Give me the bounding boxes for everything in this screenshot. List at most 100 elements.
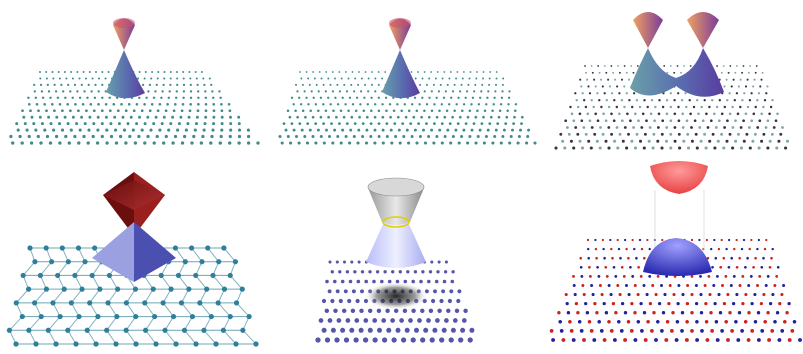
lattice-atom [167,96,171,100]
lattice-atom [716,65,719,67]
lattice-atom [449,71,452,73]
lattice-atom [686,284,690,287]
lattice-atom [350,83,353,86]
lattice-atom [397,128,401,132]
lattice-atom [735,92,739,95]
lattice-atom [330,327,336,333]
lattice-atom [488,83,491,86]
lattice-atom [166,103,169,106]
lattice-atom [410,71,413,73]
lattice-atom [385,122,389,125]
lattice-atom [330,298,335,304]
lattice-atom [625,146,629,150]
lattice-atom [137,77,140,80]
lattice-atom [725,247,728,251]
lattice-atom [602,338,607,342]
lattice-atom [711,265,714,269]
lattice-atom [180,109,184,113]
lattice-atom [363,83,367,86]
lattice-atom [421,77,424,80]
lattice-atom [627,292,631,297]
lattice-atom [123,300,130,306]
lattice-atom [616,85,619,88]
lattice-atom [626,112,629,116]
lattice-atom [665,99,669,102]
lattice-atom [701,119,705,123]
lattice-atom [148,83,152,87]
lattice-atom [582,292,586,297]
lattice-atom [75,122,79,126]
lattice-atom [628,99,631,102]
lattice-atom [364,279,369,284]
lattice-atom [349,327,355,333]
lattice-atom [132,109,136,113]
lattice-atom [354,77,357,80]
lattice-atom [607,146,611,150]
lattice-atom [636,292,640,297]
lattice-atom [360,90,363,93]
lattice-atom [334,96,337,99]
lattice-atom [348,141,352,145]
lattice-atom [489,115,493,119]
lattice-atom [26,327,32,333]
lattice-atom [68,300,74,306]
lattice-atom [399,318,404,323]
lattice-atom [76,90,79,93]
lattice-atom [435,135,439,138]
lattice-atom [120,103,123,106]
lattice-atom [307,77,310,80]
lattice-atom [322,83,325,86]
lattice-atom [33,90,36,93]
lattice-atom [463,308,468,314]
lattice-atom [434,279,439,284]
lattice-atom [341,96,344,99]
lattice-atom [294,109,297,112]
lattice-atom [498,109,502,112]
lattice-atom [623,338,628,342]
lattice-atom [328,135,331,138]
lattice-atom [792,320,797,324]
lattice-atom [756,99,759,102]
lattice-atom [451,115,454,119]
lattice-atom [58,141,62,145]
lattice-atom [766,311,770,315]
lattice-atom [769,105,773,109]
lattice-atom [27,134,31,139]
lattice-bond [143,275,154,290]
lattice-bond [106,316,118,331]
lattice-atom [631,274,635,278]
lattice-atom [74,103,77,106]
lattice-atom [212,122,216,126]
lattice-atom [748,247,751,251]
lattice-atom [372,279,376,284]
lattice-atom [377,96,380,99]
lattice-atom [447,298,452,304]
lattice-atom [345,90,349,93]
lattice-atom [45,77,48,80]
lattice-atom [638,105,642,109]
lattice-atom [86,96,89,100]
lattice-atom [583,99,586,102]
lower-dome [643,238,712,276]
lattice-atom [478,128,482,132]
lattice-atom [649,112,653,116]
lattice-atom [336,103,340,106]
lattice-atom [587,247,590,251]
lattice-atom [696,99,699,102]
lattice-atom [220,103,223,106]
lattice-atom [413,270,418,274]
lattice-atom [160,300,166,306]
lattice-atom [561,139,565,143]
lattice-atom [727,71,730,74]
lattice-atom [586,78,589,81]
lower-lilac-cone [366,222,426,268]
lattice-atom [671,311,675,315]
lattice-atom [666,71,669,74]
lattice-atom [440,122,444,125]
lattice-atom [190,141,194,145]
lattice-shadow [364,282,428,310]
lattice-atom [330,122,333,125]
lattice-atom [592,338,597,342]
lattice-atom [26,286,32,292]
lattice-atom [66,103,69,106]
